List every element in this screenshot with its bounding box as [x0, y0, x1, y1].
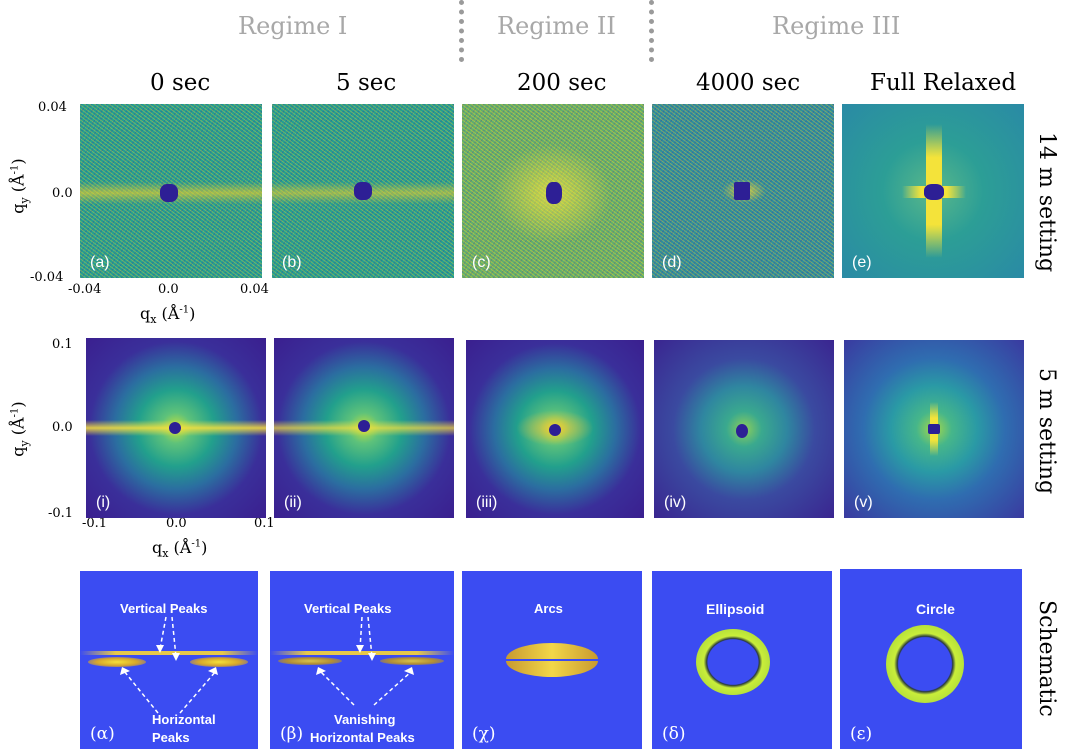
time-label-2: 200 sec: [517, 70, 607, 96]
beamstop: [928, 424, 940, 434]
panel-label: (i): [96, 494, 111, 511]
panel-label: (δ): [662, 724, 686, 744]
beamstop: [924, 184, 944, 200]
chi-label: Arcs: [534, 601, 563, 616]
alpha-arrows: [120, 616, 218, 714]
row2-ytick-top: 0.1: [52, 337, 73, 352]
time-label-1: 5 sec: [336, 70, 397, 96]
row2-xtick-mid: 0.0: [166, 516, 187, 531]
sans-5m-panel-v: (v): [844, 340, 1024, 518]
beamstop: [546, 182, 562, 204]
row2-x-axis-label: qx (Å-1): [152, 538, 208, 561]
row1-ytick-bot: -0.04: [30, 270, 64, 285]
row1-y-axis-label: qy (Å-1): [8, 158, 31, 214]
panel-label: (b): [282, 254, 302, 271]
row2-y-axis-label: qy (Å-1): [8, 401, 31, 457]
delta-label: Ellipsoid: [706, 601, 765, 617]
alpha-bottom-label-1: Horizontal: [152, 712, 216, 727]
beamstop: [549, 424, 561, 436]
regime-divider-1: [459, 0, 464, 62]
regime-divider-2: [649, 0, 654, 62]
row1-xtick-right: 0.04: [240, 282, 269, 297]
row1-xtick-mid: 0.0: [158, 282, 179, 297]
sans-5m-panel-iii: (iii): [466, 340, 644, 518]
side-label-schematic: Schematic: [1034, 600, 1059, 717]
panel-label: (iii): [476, 494, 498, 511]
arc-lower: [506, 661, 598, 677]
sans-5m-panel-i: (i): [86, 338, 266, 518]
panel-label: (e): [852, 254, 872, 271]
beamstop: [169, 422, 181, 434]
beta-bottom-label-1: Vanishing: [334, 712, 396, 727]
sans-14m-panel-c: (c): [462, 104, 644, 278]
side-label-14m: 14 m setting: [1034, 132, 1059, 273]
schematic-panel-epsilon: Circle (ε): [840, 569, 1022, 749]
panel-label: (a): [90, 254, 110, 271]
panel-label: (v): [854, 494, 873, 511]
schematic-panel-beta: Vertical Peaks Vanishing Horizontal Peak…: [270, 571, 454, 749]
row1-x-axis-label: qx (Å-1): [140, 304, 196, 327]
time-label-3: 4000 sec: [696, 70, 801, 96]
time-label-0: 0 sec: [150, 70, 211, 96]
sans-5m-panel-ii: (ii): [274, 338, 454, 518]
panel-label: (d): [662, 254, 682, 271]
beamstop: [358, 420, 370, 432]
panel-label: (c): [472, 254, 491, 271]
side-label-5m: 5 m setting: [1034, 368, 1059, 495]
row1-xtick-left: -0.04: [68, 282, 102, 297]
beamstop: [354, 182, 372, 200]
panel-label: (α): [90, 724, 115, 744]
row2-ytick-bot: -0.1: [48, 506, 74, 521]
beta-arrows: [316, 616, 414, 706]
row2-xtick-left: -0.1: [82, 516, 108, 531]
beamstop: [736, 424, 748, 438]
regime-1-label: Regime I: [238, 12, 348, 40]
row1-ytick-top: 0.04: [38, 100, 67, 115]
sans-5m-panel-iv: (iv): [654, 340, 834, 518]
alpha-bottom-label-2: Peaks: [152, 730, 190, 745]
circle-ring: [886, 625, 964, 703]
beta-bottom-label-2: Horizontal Peaks: [310, 730, 415, 745]
schematic-panel-chi: Arcs (χ): [462, 571, 642, 749]
panel-label: (iv): [664, 494, 687, 511]
ellipsoid-ring: [696, 629, 770, 695]
row2-xtick-right: 0.1: [254, 516, 275, 531]
arc-upper: [506, 643, 598, 659]
panel-label: (χ): [472, 724, 496, 744]
time-label-4: Full Relaxed: [870, 70, 1017, 96]
sans-14m-panel-b: (b): [272, 104, 454, 278]
regime-2-label: Regime II: [497, 12, 616, 40]
beamstop: [160, 184, 178, 202]
panel-label: (ε): [850, 724, 873, 744]
sans-14m-panel-a: (a): [80, 104, 262, 278]
regime-3-label: Regime III: [772, 12, 901, 40]
schematic-panel-alpha: Vertical Peaks Horizontal Peaks (α): [80, 571, 258, 749]
sans-14m-panel-e: (e): [842, 104, 1024, 278]
sans-14m-panel-d: (d): [652, 104, 834, 278]
alpha-top-label: Vertical Peaks: [120, 601, 208, 616]
schematic-panel-delta: Ellipsoid (δ): [652, 571, 832, 749]
row1-ytick-mid: 0.0: [52, 186, 73, 201]
beta-top-label: Vertical Peaks: [304, 601, 392, 616]
epsilon-label: Circle: [916, 601, 955, 617]
panel-label: (ii): [284, 494, 302, 511]
beamstop: [734, 182, 750, 200]
panel-label: (β): [280, 724, 304, 744]
row2-ytick-mid: 0.0: [52, 420, 73, 435]
